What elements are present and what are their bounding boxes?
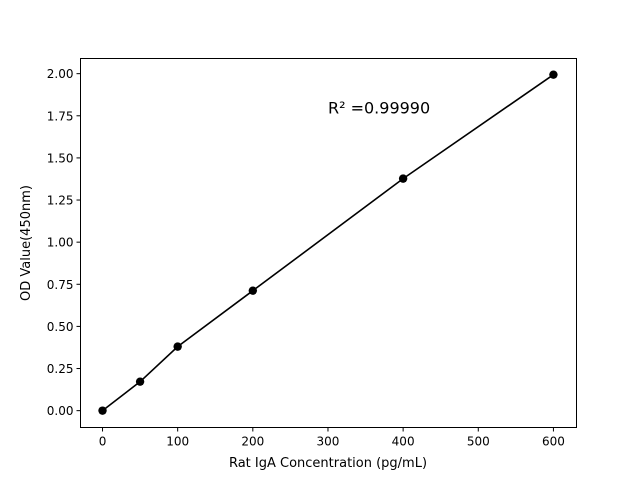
x-tick-label: 0 <box>99 435 107 449</box>
x-tick-label: 500 <box>467 435 490 449</box>
x-axis-label: Rat IgA Concentration (pg/mL) <box>229 456 427 471</box>
y-tick-label: 1.50 <box>47 151 74 165</box>
data-point <box>398 174 408 183</box>
y-tick-label: 0.50 <box>47 320 74 334</box>
x-tick-label: 200 <box>241 435 264 449</box>
plot-area: R² =0.99990 <box>98 70 558 415</box>
data-point <box>248 286 258 295</box>
x-tick-label: 300 <box>317 435 340 449</box>
y-tick-label: 1.75 <box>47 109 74 123</box>
y-axis-label: OD Value(450nm) <box>19 185 34 301</box>
data-point <box>549 70 558 79</box>
x-tick-label: 600 <box>542 435 565 449</box>
y-tick-label: 0.00 <box>47 404 74 418</box>
data-point <box>98 406 107 415</box>
axes-frame <box>80 58 577 428</box>
y-tick-label: 1.00 <box>47 236 74 250</box>
y-axis: 0.00 0.25 0.50 0.75 1.00 1.25 1.50 1.75 2.00 <box>47 67 81 418</box>
r-squared-annotation: R² =0.99990 <box>328 98 430 117</box>
y-tick-label: 1.25 <box>47 194 74 208</box>
x-axis: 0 100 200 300 400 500 600 <box>99 427 565 449</box>
data-point <box>173 342 182 351</box>
series-line <box>102 74 554 412</box>
data-point <box>135 377 145 386</box>
y-tick-label: 0.75 <box>47 278 74 292</box>
x-tick-label: 400 <box>392 435 415 449</box>
x-tick-label: 100 <box>166 435 189 449</box>
y-tick-label: 2.00 <box>47 67 74 81</box>
y-tick-label: 0.25 <box>47 362 74 376</box>
